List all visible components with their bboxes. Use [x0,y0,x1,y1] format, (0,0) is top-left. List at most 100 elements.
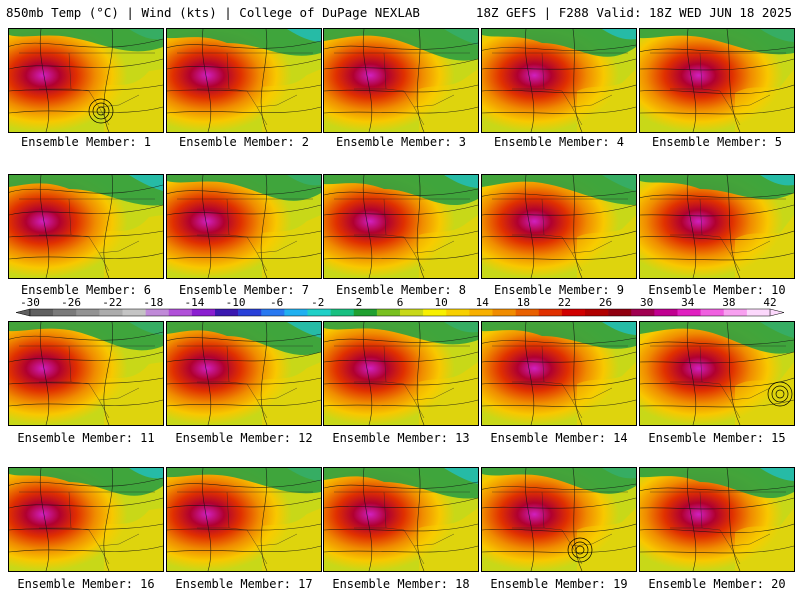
colorbar-swatch [307,309,331,316]
model-run-info: 18Z GEFS | F288 Valid: 18Z WED JUN 18 20… [475,5,792,20]
colorbar-tick-label: 30 [640,296,653,309]
colorbar-swatch [654,309,678,316]
ensemble-member-label: Ensemble Member: 17 [175,577,313,591]
colorbar-outline [29,308,771,317]
temperature-map [167,468,321,571]
colorbar-swatch [99,309,123,316]
temperature-map [9,29,163,132]
ensemble-member-panel [8,321,164,426]
colorbar-tick-label: -14 [185,296,205,309]
colorbar-swatch [330,309,355,316]
colorbar-tick-label: -2 [311,296,324,309]
colorbar-tick-label: 42 [763,296,776,309]
colorbar-right-arrow [769,308,785,317]
colorbar-tick-label: 10 [434,296,447,309]
ensemble-member-label: Ensemble Member: 16 [17,577,155,591]
ensemble-member-panel [8,28,164,133]
colorbar-swatch [492,309,516,316]
ensemble-member-label: Ensemble Member: 13 [332,431,470,445]
temperature-map [167,322,321,425]
ensemble-member-panel [323,467,479,572]
colorbar-tick-label: -26 [61,296,81,309]
ensemble-member-panel [166,28,322,133]
colorbar-tick-label: -22 [102,296,122,309]
colorbar-swatch [723,309,748,316]
colorbar-swatch [677,309,701,316]
ensemble-member-label: Ensemble Member: 12 [175,431,313,445]
ensemble-member-label: Ensemble Member: 7 [178,283,310,297]
ensemble-member-label: Ensemble Member: 11 [17,431,155,445]
colorbar-tick-label: 26 [599,296,612,309]
ensemble-member-panel [481,174,637,279]
ensemble-member-label: Ensemble Member: 15 [648,431,786,445]
ensemble-member-panel [639,174,795,279]
temperature-map [324,29,478,132]
colorbar-swatch [145,309,170,316]
colorbar-swatch [53,309,77,316]
temperature-map [324,468,478,571]
ensemble-member-panel [166,174,322,279]
temperature-colorbar: -30 -26 -22 -18 -14 -10 -6 -2 2 6 10 14 18 22 26 30 34 38… [15,296,785,317]
colorbar-swatch [515,309,540,316]
colorbar-swatch [238,309,262,316]
colorbar-swatch [191,309,216,316]
ensemble-member-label: Ensemble Member: 14 [490,431,628,445]
temperature-map [482,322,636,425]
colorbar-swatch [585,309,609,316]
ensemble-member-panel [323,28,479,133]
colorbar-swatch [215,309,239,316]
colorbar-tick-label: 18 [517,296,530,309]
colorbar-swatch [608,309,632,316]
colorbar-swatch [376,309,401,316]
colorbar-tick-label: 2 [356,296,363,309]
ensemble-member-label: Ensemble Member: 5 [651,135,783,149]
colorbar-left-arrow [15,308,31,317]
temperature-map [9,175,163,278]
colorbar-swatch [30,309,54,316]
colorbar-tick-label: 34 [681,296,695,309]
colorbar-swatch [446,309,470,316]
ensemble-member-panel [639,28,795,133]
ensemble-member-label: Ensemble Member: 6 [20,283,152,297]
ensemble-member-panel [323,174,479,279]
temperature-map [167,29,321,132]
ensemble-member-panel [481,28,637,133]
ensemble-member-label: Ensemble Member: 4 [493,135,625,149]
ensemble-member-label: Ensemble Member: 9 [493,283,625,297]
ensemble-member-panel [323,321,479,426]
ensemble-member-label: Ensemble Member: 18 [332,577,470,591]
temperature-map [482,29,636,132]
ensemble-member-panel [639,467,795,572]
colorbar-tick-label: 14 [476,296,490,309]
colorbar-swatch [631,309,655,316]
temperature-map [9,468,163,571]
ensemble-member-panel [481,321,637,426]
colorbar-swatch [746,309,771,316]
colorbar-tick-label: 6 [397,296,404,309]
colorbar-tick-label: -10 [226,296,246,309]
colorbar-swatch [538,309,563,316]
temperature-map [324,175,478,278]
colorbar-swatch [168,309,193,316]
ensemble-member-label: Ensemble Member: 3 [335,135,467,149]
ensemble-member-panel [8,467,164,572]
temperature-map [324,322,478,425]
colorbar-swatch [261,309,285,316]
temperature-map [482,175,636,278]
temperature-map [640,322,794,425]
ensemble-member-panel [166,467,322,572]
ensemble-member-panel [8,174,164,279]
colorbar-swatch [423,309,447,316]
ensemble-member-panel [166,321,322,426]
colorbar-swatch [561,309,586,316]
ensemble-member-label: Ensemble Member: 1 [20,135,152,149]
colorbar-swatch [353,309,378,316]
ensemble-member-label: Ensemble Member: 19 [490,577,628,591]
colorbar-swatch [76,309,100,316]
temperature-map [640,175,794,278]
temperature-map [167,175,321,278]
map-title: 850mb Temp (°C) | Wind (kts) | College o… [6,5,420,20]
colorbar-swatch [400,309,424,316]
temperature-map [9,322,163,425]
colorbar-tick-label: 38 [722,296,735,309]
